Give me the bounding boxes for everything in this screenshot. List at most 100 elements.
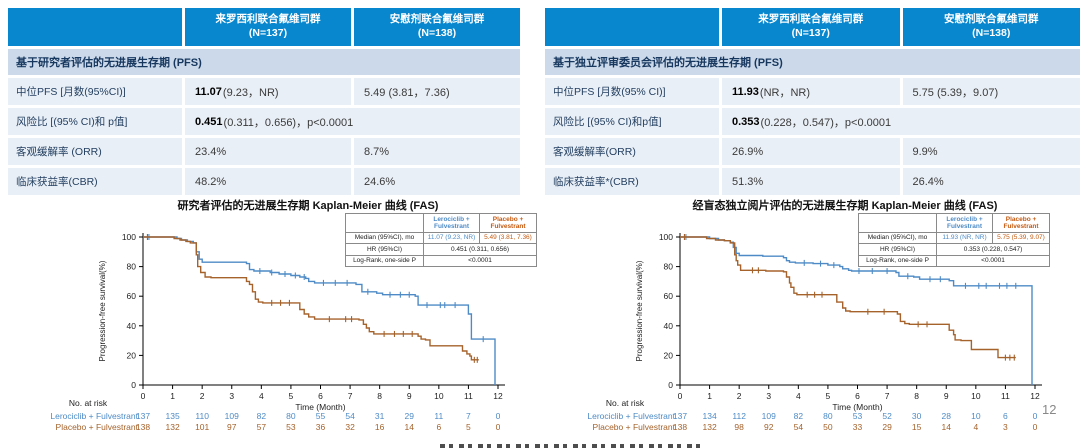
value-rest: (9.23，NR) <box>222 86 279 99</box>
x-tick-label: 12 <box>493 391 503 401</box>
x-tick-label: 9 <box>944 391 949 401</box>
risk-count: 3 <box>1003 422 1008 432</box>
x-tick-label: 10 <box>434 391 444 401</box>
y-tick-label: 0 <box>131 380 136 390</box>
risk-count: 28 <box>942 411 952 421</box>
risk-count: 30 <box>912 411 922 421</box>
section-header: 基于独立评审委员会评估的无进展生存期 (PFS) <box>545 49 1080 75</box>
y-tick-label: 80 <box>127 262 137 272</box>
x-tick-label: 2 <box>737 391 742 401</box>
row-value-orr-placebo: 9.9% <box>902 138 1080 165</box>
risk-count: 0 <box>1033 411 1038 421</box>
risk-count: 0 <box>1033 422 1038 432</box>
col-header-name: 安慰剂联合氟维司群 <box>389 13 485 26</box>
col-header-lerociclib: 来罗西利联合氟维司群 (N=137) <box>185 8 351 46</box>
risk-count: 14 <box>942 422 952 432</box>
y-tick-label: 60 <box>664 291 674 301</box>
inset-hr-value: 0.451 (0.311, 0.656) <box>424 244 536 256</box>
risk-count: 112 <box>732 411 746 421</box>
km-curve-placebo <box>143 236 479 361</box>
y-tick-label: 60 <box>127 291 137 301</box>
bold-value: 0.353 <box>732 115 760 128</box>
risk-count: 80 <box>823 411 833 421</box>
inset-header-placebo: Placebo + Fulvestrant <box>480 214 536 233</box>
inset-corner <box>859 214 937 233</box>
x-tick-label: 10 <box>971 391 981 401</box>
inset-hr-label: HR (95%CI) <box>346 244 424 256</box>
km-inset-table-investigator: Lerociclib + Fulvestrant Placebo + Fulvest… <box>345 213 537 268</box>
row-value-hazard-ratio: 0.353 (0.228，0.547)，p<0.0001 <box>722 108 1080 135</box>
col-header-name: 来罗西利联合氟维司群 <box>215 13 321 26</box>
inset-header-lerociclib: Lerociclib + Fulvestrant <box>937 214 993 233</box>
risk-count: 55 <box>316 411 326 421</box>
x-tick-label: 0 <box>141 391 146 401</box>
risk-count: 98 <box>734 422 744 432</box>
inset-median-label: Median (95%CI), mo <box>346 232 424 245</box>
row-label-cbr: 临床获益率(CBR) <box>8 168 182 195</box>
no-at-risk-label: No. at risk <box>606 398 645 408</box>
risk-count: 52 <box>882 411 892 421</box>
y-tick-label: 80 <box>664 262 674 272</box>
risk-count: 11 <box>434 411 443 421</box>
x-tick-label: 4 <box>259 391 264 401</box>
value-rest: (NR，NR) <box>759 86 811 99</box>
x-tick-label: 2 <box>200 391 205 401</box>
km-plot-investigator: 研究者评估的无进展生存期 Kaplan-Meier 曲线 (FAS) 0 20 40 6… <box>8 195 543 445</box>
risk-row-name: Placebo + Fulvestrant <box>56 422 139 432</box>
inset-corner <box>346 214 424 233</box>
risk-count: 57 <box>257 422 267 432</box>
col-header-n: (N=138) <box>417 27 457 39</box>
bold-value: 11.07 <box>195 85 222 98</box>
x-tick-label: 8 <box>377 391 382 401</box>
x-tick-label: 5 <box>289 391 294 401</box>
x-tick-label: 3 <box>229 391 234 401</box>
x-tick-label: 9 <box>407 391 412 401</box>
col-header-placebo: 安慰剂联合氟维司群 (N=138) <box>902 8 1080 46</box>
risk-count: 6 <box>436 422 441 432</box>
col-header-n: (N=138) <box>972 27 1011 39</box>
y-tick-label: 40 <box>127 321 137 331</box>
row-label-cbr: 临床获益率*(CBR) <box>545 168 719 195</box>
inset-hr-value: 0.353 (0.228, 0.547) <box>937 244 1049 256</box>
risk-count: 135 <box>165 411 179 421</box>
row-value-median-placebo: 5.75 (5.39，9.07) <box>902 78 1080 105</box>
risk-count: 138 <box>136 422 150 432</box>
inset-median-lerociclib: 11.93 (NR, NR) <box>937 232 993 245</box>
row-label-median-pfs: 中位PFS [月数(95% CI)] <box>545 78 719 105</box>
x-tick-label: 7 <box>348 391 353 401</box>
row-value-cbr-lerociclib: 48.2% <box>185 168 351 195</box>
inset-header-placebo: Placebo + Fulvestrant <box>993 214 1049 233</box>
risk-count: 16 <box>375 422 385 432</box>
risk-count: 92 <box>764 422 774 432</box>
risk-count: 137 <box>673 411 687 421</box>
footnote-clipped-text <box>440 444 705 448</box>
row-value-median-lerociclib: 11.07 (9.23，NR) <box>185 78 351 105</box>
table-corner-cell <box>8 8 182 46</box>
row-label-hazard-ratio: 风险比 [(95% CI)和p值] <box>545 108 719 135</box>
risk-count: 101 <box>195 422 209 432</box>
y-tick-label: 0 <box>668 380 673 390</box>
inset-median-placebo: 5.49 (3.81, 7.36) <box>480 233 536 245</box>
x-tick-label: 11 <box>464 391 473 401</box>
col-header-n: (N=137) <box>791 27 830 39</box>
inset-p-value: <0.0001 <box>981 257 1005 265</box>
km-plot-svg: 研究者评估的无进展生存期 Kaplan-Meier 曲线 (FAS)020406… <box>50 198 505 432</box>
y-tick-label: 100 <box>122 232 136 242</box>
row-value-orr-lerociclib: 23.4% <box>185 138 351 165</box>
risk-count: 6 <box>1003 411 1008 421</box>
row-value-median-lerociclib: 11.93 (NR，NR) <box>722 78 900 105</box>
inset-p-label: Log-Rank, one-side P <box>859 255 937 267</box>
risk-count: 97 <box>227 422 237 432</box>
risk-count: 5 <box>466 422 471 432</box>
row-label-median-pfs: 中位PFS [月数(95%CI)] <box>8 78 182 105</box>
col-header-lerociclib: 来罗西利联合氟维司群 (N=137) <box>722 8 900 46</box>
risk-row-name: Lerociclib + Fulvestrant <box>50 411 138 421</box>
table-corner-cell <box>545 8 719 46</box>
value-rest: (0.228，0.547)，p<0.0001 <box>760 116 892 129</box>
risk-count: 80 <box>286 411 296 421</box>
x-tick-label: 6 <box>855 391 860 401</box>
km-inset-table-bicr: Lerociclib + Fulvestrant Placebo + Fulvest… <box>858 213 1050 268</box>
risk-count: 82 <box>794 411 804 421</box>
panel-bicr: 来罗西利联合氟维司群 (N=137) 安慰剂联合氟维司群 (N=138) 基于独… <box>545 8 1080 440</box>
